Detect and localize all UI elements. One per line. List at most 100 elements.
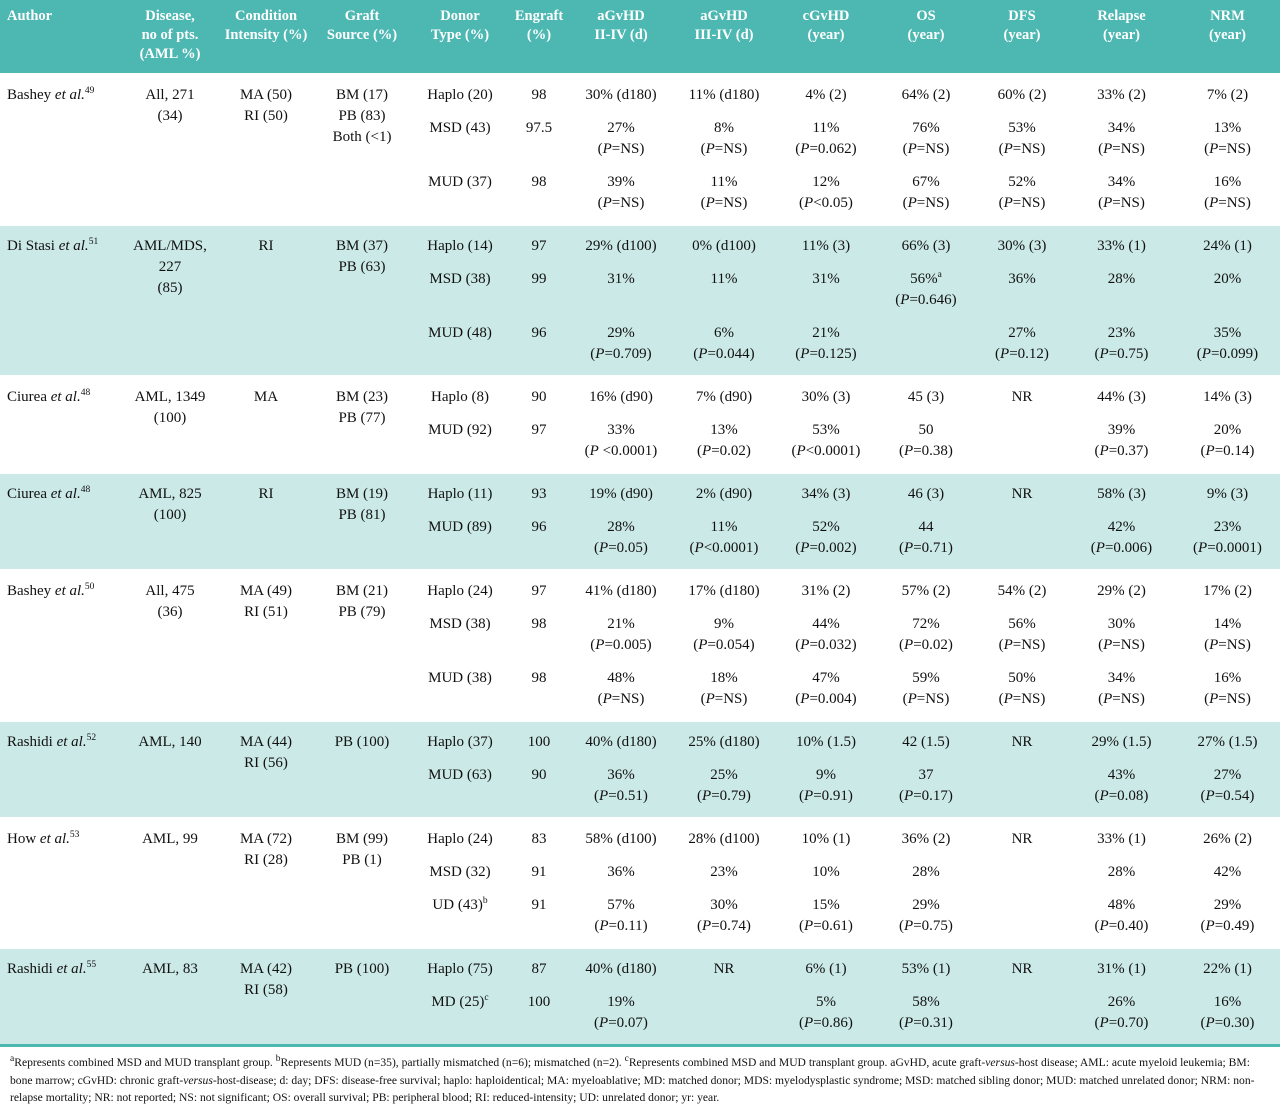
dfs-cell	[976, 507, 1068, 571]
engraft-cell: 87	[508, 947, 570, 983]
agvhd-ii-iv-cell: 57% (P=0.11)	[594, 897, 648, 935]
column-header-cgvhd: cGvHD (year)	[776, 0, 876, 75]
os-cell: 56%a (P=0.646)	[876, 259, 976, 314]
engraft-cell: 91	[531, 897, 547, 914]
table-row: MUD (92) 97 33% (P <0.0001) 13% (P=0.02) 53% (P…	[0, 410, 1280, 473]
cgvhd-cell: 44% (P=0.032)	[795, 616, 857, 654]
table-header: Author Disease, no of pts. (AML %) Condition…	[0, 0, 1280, 75]
table-row: Rashidi et al.55 AML, 83 MA (42) RI (58) PB …	[0, 947, 1280, 1045]
graft-source-cell: BM (23) PB (77)	[312, 375, 412, 474]
donor-type-cell: Haplo (37)	[412, 720, 508, 756]
agvhd-ii-iv-cell: 19% (P=0.07)	[570, 982, 672, 1045]
engraft-cell: 90	[508, 755, 570, 819]
dfs-cell: NR	[976, 375, 1068, 411]
relapse-cell: 33% (2)	[1068, 73, 1175, 109]
nrm-cell: 13% (P=NS)	[1204, 120, 1251, 158]
table-row: UD (43)b 91 57% (P=0.11) 30% (P=0.74) 15% (P=0.…	[0, 885, 1280, 948]
relapse-cell: 58% (3)	[1068, 472, 1175, 508]
column-header-engraft: Engraft (%)	[508, 0, 570, 75]
column-header-graft-source: Graft Source (%)	[312, 0, 412, 75]
nrm-cell: 16% (P=0.30)	[1175, 982, 1280, 1045]
cgvhd-cell: 6% (1)	[776, 947, 876, 983]
donor-type-cell: MSD (38)	[412, 259, 508, 314]
os-cell: 50 (P=0.38)	[899, 422, 953, 460]
agvhd-ii-iv-cell: 27% (P=NS)	[597, 120, 645, 158]
disease-cell: All, 271 (34)	[120, 73, 220, 226]
agvhd-ii-iv-cell: 30% (d180)	[570, 73, 672, 109]
agvhd-ii-iv-cell: 29% (P=0.709)	[570, 313, 672, 377]
relapse-cell: 28%	[1068, 259, 1175, 314]
table-row: MUD (37) 98 39% (P=NS) 11% (P=NS) 12% (P<0.05) 6…	[0, 162, 1280, 225]
graft-source-cell: BM (37) PB (63)	[312, 224, 412, 377]
engraft-cell: 91	[531, 864, 547, 881]
relapse-cell: 44% (3)	[1068, 375, 1175, 411]
cgvhd-cell: 15% (P=0.61)	[799, 897, 853, 935]
dfs-cell: NR	[976, 947, 1068, 983]
cgvhd-cell: 11% (P=0.062)	[795, 120, 857, 158]
relapse-cell: 30% (P=NS)	[1098, 616, 1145, 654]
agvhd-ii-iv-cell: 21% (P=0.005)	[590, 616, 652, 654]
outcomes-table: Author Disease, no of pts. (AML %) Condition…	[0, 0, 1280, 1045]
agvhd-iii-iv-cell: 13% (P=0.02)	[697, 422, 751, 460]
cgvhd-cell: 47% (P=0.004)	[795, 670, 857, 708]
donor-type-cell: Haplo (14)	[412, 224, 508, 260]
nrm-cell: 7% (2)	[1175, 73, 1280, 109]
dfs-cell: NR	[976, 720, 1068, 756]
agvhd-iii-iv-cell: 2% (d90)	[672, 472, 776, 508]
column-header-disease: Disease, no of pts. (AML %)	[120, 0, 220, 75]
dfs-cell: 50% (P=NS)	[998, 670, 1046, 708]
agvhd-ii-iv-cell: 29% (d100)	[570, 224, 672, 260]
engraft-cell: 96	[508, 507, 570, 571]
cgvhd-cell: 52% (P=0.002)	[776, 507, 876, 571]
column-header-condition-intensity: Condition Intensity (%)	[220, 0, 312, 75]
nrm-cell: 14% (3)	[1175, 375, 1280, 411]
engraft-cell: 93	[508, 472, 570, 508]
dfs-cell: NR	[976, 472, 1068, 508]
agvhd-ii-iv-cell: 48% (P=NS)	[597, 670, 645, 708]
condition-intensity-cell: RI	[220, 472, 312, 571]
donor-type-cell: MSD (32)	[429, 864, 491, 881]
header-row: Author Disease, no of pts. (AML %) Condition…	[0, 0, 1280, 75]
column-header-donor-type: Donor Type (%)	[412, 0, 508, 75]
dfs-cell	[976, 410, 1068, 473]
engraft-cell: 83	[508, 817, 570, 853]
os-cell: 37 (P=0.17)	[876, 755, 976, 819]
cgvhd-cell: 31%	[776, 259, 876, 314]
cgvhd-cell: 10%	[812, 864, 840, 881]
condition-intensity-cell: MA (44) RI (56)	[220, 720, 312, 819]
engraft-cell: 100	[508, 720, 570, 756]
relapse-cell: 31% (1)	[1068, 947, 1175, 983]
cgvhd-cell: 30% (3)	[776, 375, 876, 411]
disease-cell: AML/MDS, 227 (85)	[120, 224, 220, 377]
donor-type-cell: MD (25)c	[412, 982, 508, 1045]
table-row: Di Stasi et al.51 AML/MDS, 227 (85) RI BM (3…	[0, 224, 1280, 377]
agvhd-iii-iv-cell: 7% (d90)	[672, 375, 776, 411]
os-cell: 44 (P=0.71)	[876, 507, 976, 571]
agvhd-ii-iv-cell: 33% (P <0.0001)	[584, 422, 658, 460]
agvhd-iii-iv-cell: 0% (d100)	[672, 224, 776, 260]
relapse-cell: 42% (P=0.006)	[1068, 507, 1175, 571]
nrm-cell: 17% (2)	[1175, 569, 1280, 605]
relapse-cell: 26% (P=0.70)	[1068, 982, 1175, 1045]
dfs-cell: 30% (3)	[976, 224, 1068, 260]
agvhd-ii-iv-cell: 40% (d180)	[570, 947, 672, 983]
condition-intensity-cell: MA (49) RI (51)	[220, 569, 312, 722]
disease-cell: AML, 99	[120, 817, 220, 949]
footnotes: aRepresents combined MSD and MUD transpl…	[0, 1044, 1280, 1115]
table-row: Ciurea et al.48 AML, 1349 (100) MA BM (23) PB…	[0, 375, 1280, 474]
graft-source-cell: BM (17) PB (83) Both (<1)	[312, 73, 412, 226]
cgvhd-cell: 10% (1)	[776, 817, 876, 853]
author-cell: Rashidi et al.55	[0, 947, 120, 1045]
author-cell: Bashey et al.49	[0, 73, 120, 226]
table-row: How et al.53 AML, 99 MA (72) RI (28) BM (99)…	[0, 817, 1280, 949]
graft-source-cell: PB (100)	[312, 720, 412, 819]
donor-type-cell: MUD (89)	[412, 507, 508, 571]
cgvhd-cell: 10% (1.5)	[776, 720, 876, 756]
condition-intensity-cell: MA (42) RI (58)	[220, 947, 312, 1045]
donor-type-cell: MSD (43)	[429, 120, 491, 137]
table-row: MD (25)c 100 19% (P=0.07) 5% (P=0.86) 58% (P=0.…	[0, 982, 1280, 1045]
column-header-agvhd-iii-iv: aGvHD III-IV (d)	[672, 0, 776, 75]
nrm-cell: 16% (P=NS)	[1204, 174, 1251, 212]
donor-type-cell: Haplo (24)	[412, 569, 508, 605]
